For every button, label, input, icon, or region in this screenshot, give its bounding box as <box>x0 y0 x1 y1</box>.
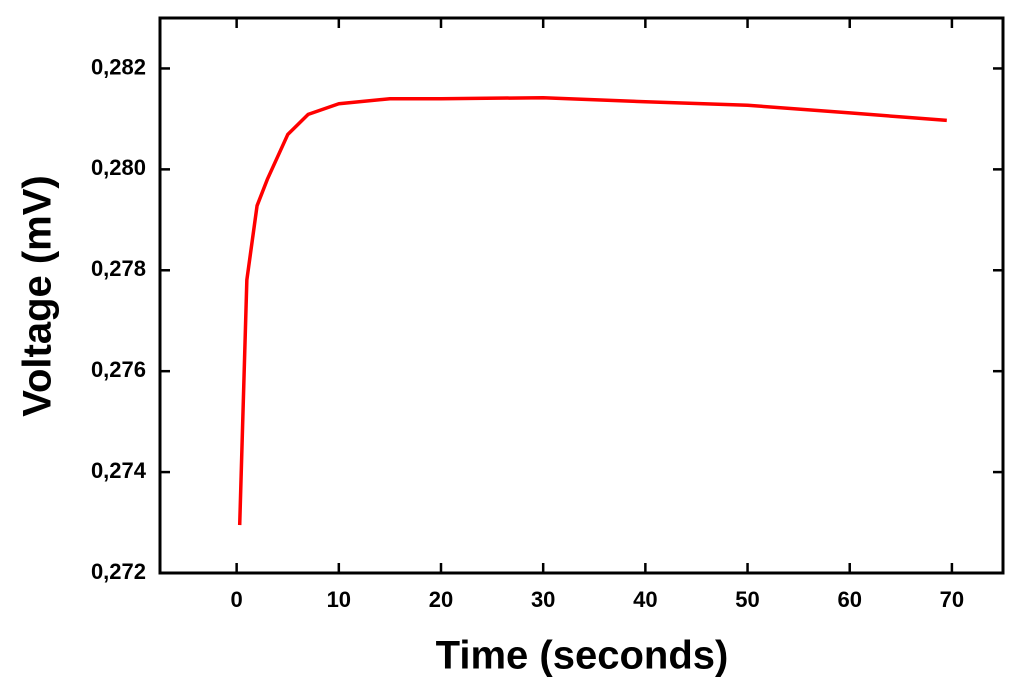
y-tick-label: 0,272 <box>91 559 146 584</box>
x-tick-label: 10 <box>327 587 351 612</box>
data-line <box>237 95 947 526</box>
x-tick-label: 20 <box>429 587 453 612</box>
plot-frame <box>158 16 1005 575</box>
y-axis-title: Voltage (mV) <box>16 175 60 417</box>
x-axis-title: Time (seconds) <box>436 634 729 678</box>
x-tick-label: 60 <box>837 587 861 612</box>
x-tick-label: 50 <box>735 587 759 612</box>
x-tick-label: 40 <box>633 587 657 612</box>
y-tick-label: 0,278 <box>91 256 146 281</box>
x-tick-label: 0 <box>231 587 243 612</box>
y-tick-label: 0,282 <box>91 54 146 79</box>
y-tick-label: 0,274 <box>91 458 147 483</box>
x-tick-label: 30 <box>531 587 555 612</box>
y-tick-label: 0,276 <box>91 357 146 382</box>
x-tick-label: 70 <box>940 587 964 612</box>
y-tick-label: 0,280 <box>91 155 146 180</box>
